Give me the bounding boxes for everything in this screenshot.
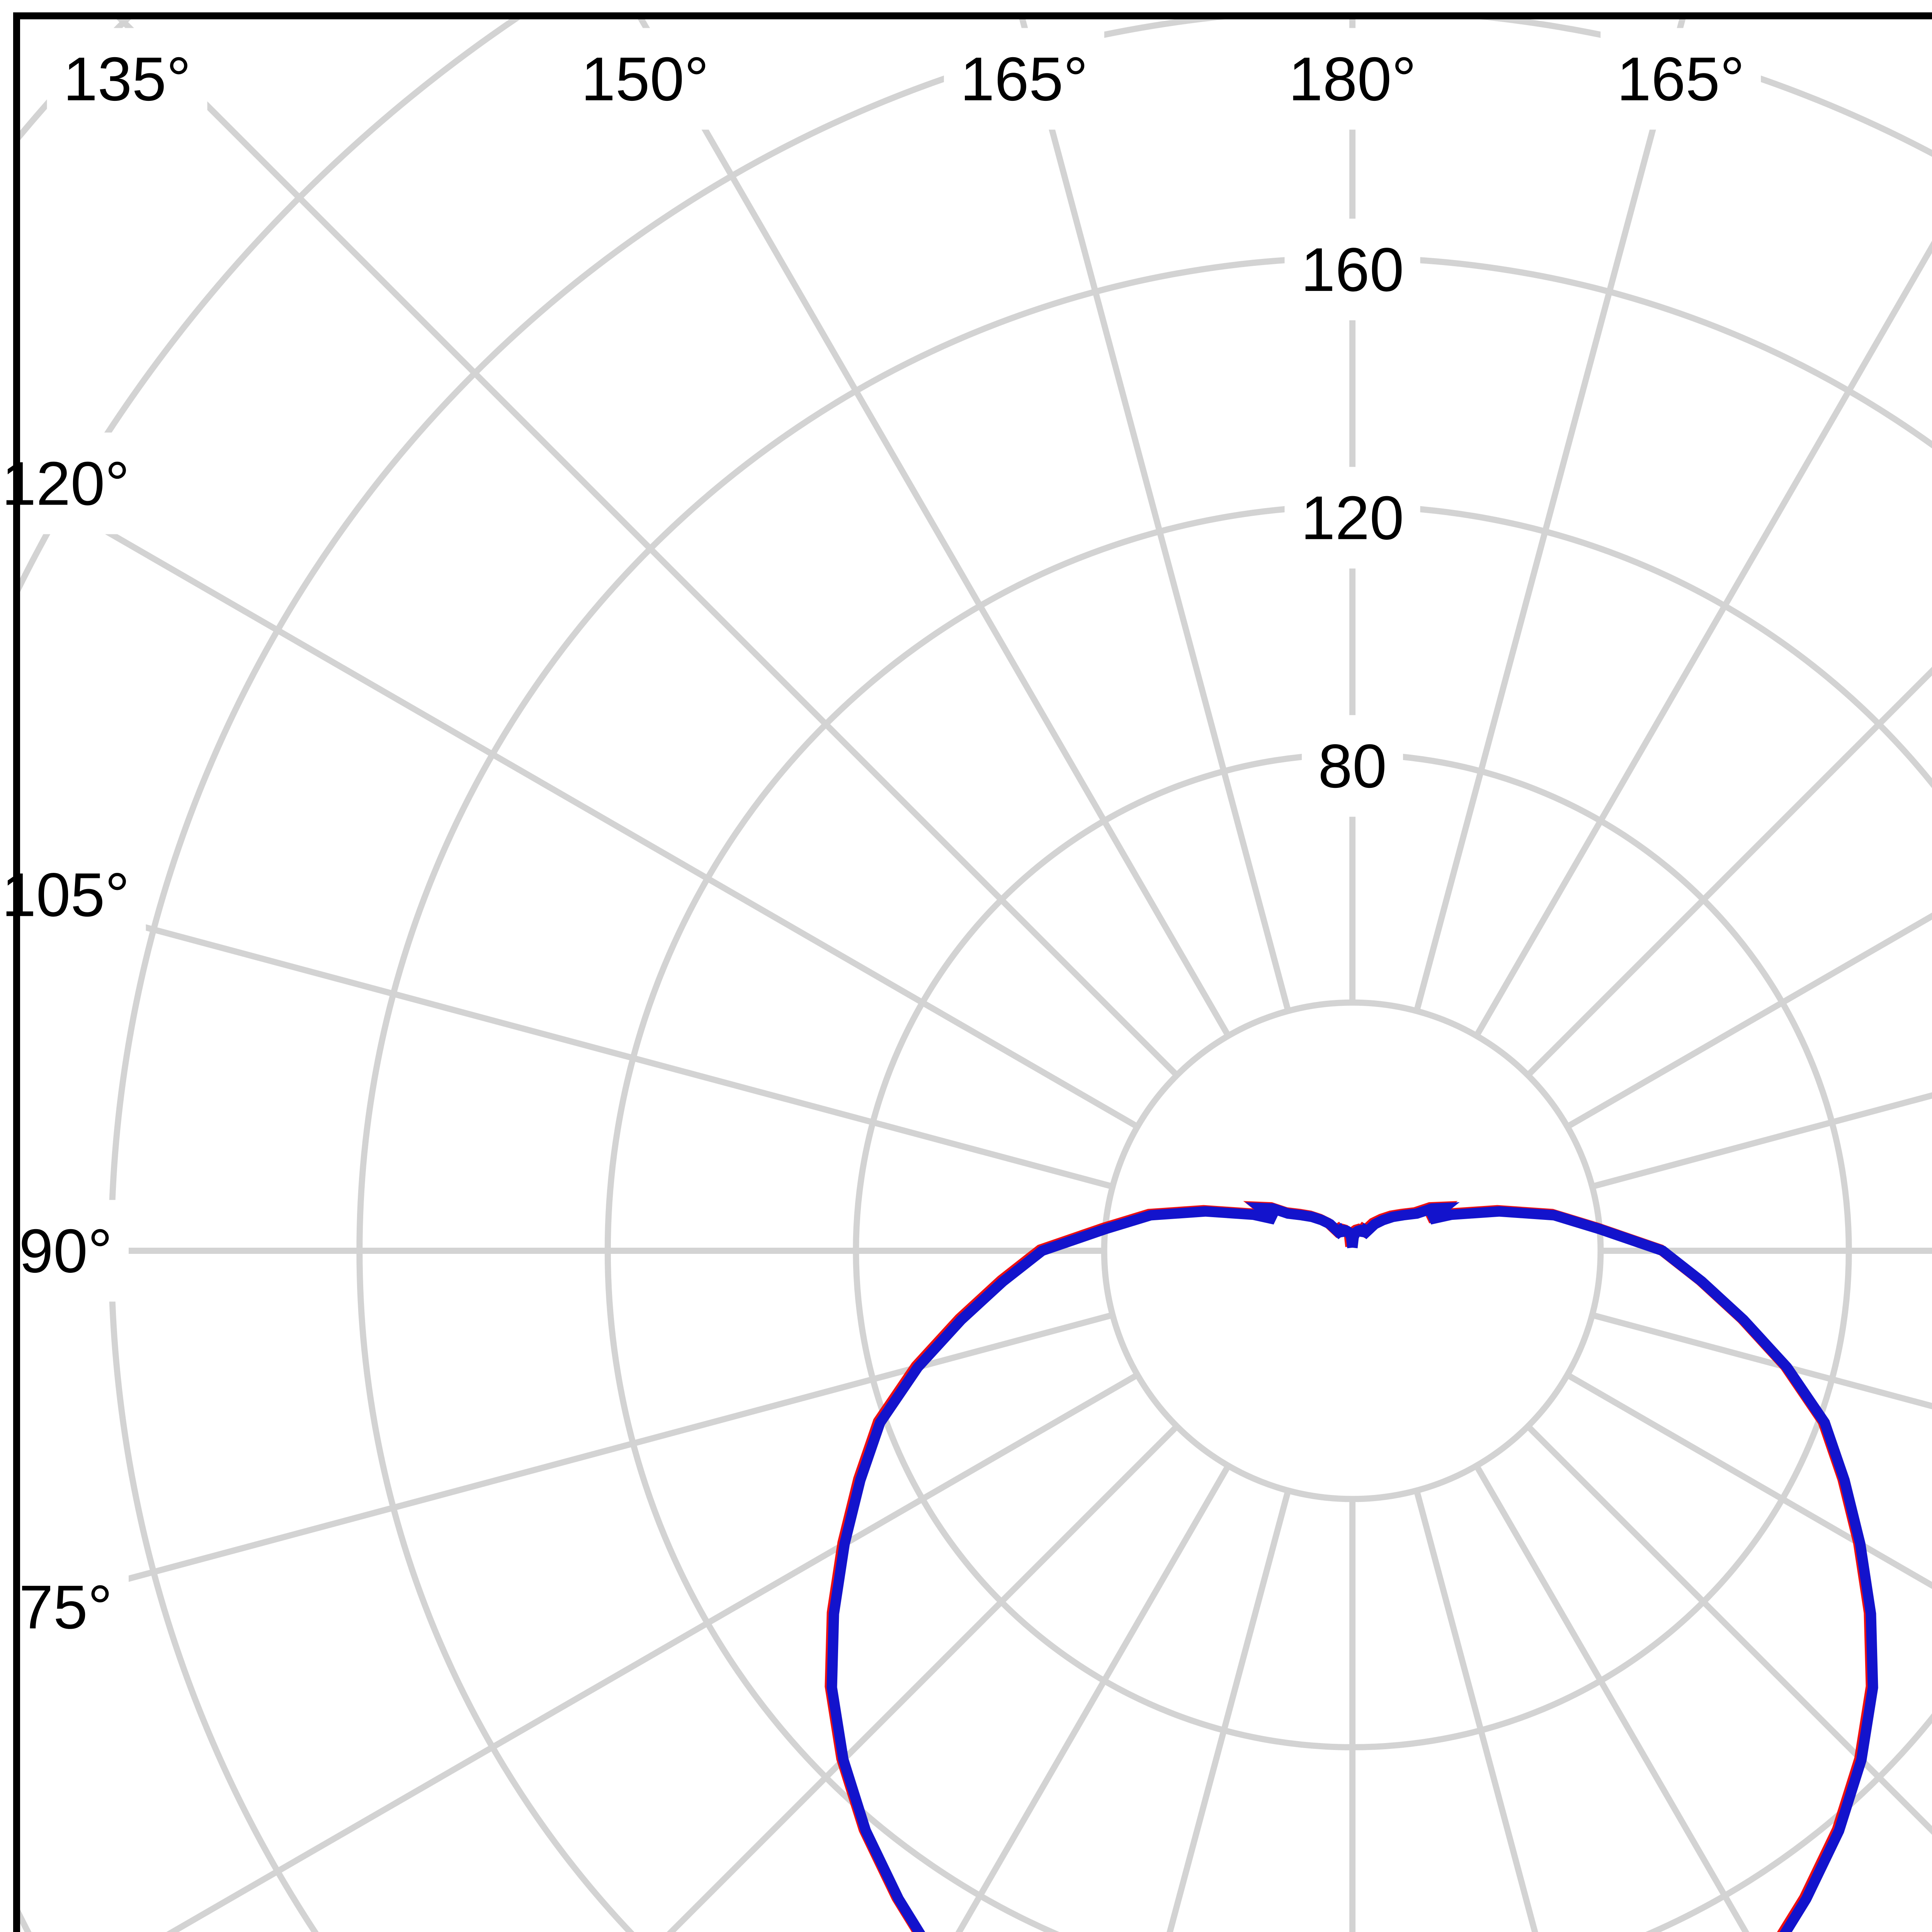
grid-ray-75 bbox=[1591, 1312, 1932, 1410]
ring-label-80: 80 bbox=[1318, 731, 1387, 801]
grid-ray-150 bbox=[1474, 240, 1932, 1037]
angle-label-105-left-halo bbox=[0, 844, 146, 946]
angle-label-150-left-halo bbox=[565, 28, 725, 130]
grid-ray-105 bbox=[1591, 1092, 1932, 1190]
ring-label-120-halo bbox=[1284, 467, 1420, 569]
grid-ray-330 bbox=[955, 1464, 1231, 1932]
grid-ray-345 bbox=[1167, 1490, 1291, 1932]
angle-label-165-left-halo bbox=[944, 28, 1104, 130]
grid-ray-240 bbox=[20, 478, 1139, 1129]
curve-c90-c270 bbox=[827, 1202, 1878, 1932]
grid-ray-120 bbox=[1566, 912, 1932, 1129]
intensity-curves bbox=[825, 1201, 1878, 1932]
angle-label-75-left: 75° bbox=[19, 1572, 112, 1641]
angle-label-90-left-halo bbox=[3, 1200, 129, 1302]
ring-label-80-halo bbox=[1302, 715, 1403, 817]
angle-label-165: 165° bbox=[1617, 44, 1745, 114]
grid-ray-315 bbox=[667, 1424, 1179, 1932]
grid-ray-195 bbox=[1019, 19, 1291, 1012]
plot-frame bbox=[13, 12, 1932, 1932]
angle-label-135-left-halo bbox=[47, 28, 207, 130]
angle-label-150-left: 150° bbox=[581, 44, 709, 114]
angle-label-180-halo bbox=[1272, 28, 1433, 130]
grid-labels: 165°150°135°120°105°90°75°60°45°30°15°0°… bbox=[2, 44, 1745, 1642]
grid-ray-300 bbox=[166, 1372, 1139, 1932]
ring-label-160: 160 bbox=[1301, 235, 1404, 304]
angle-label-165-left: 165° bbox=[960, 44, 1088, 114]
grid-ray-15 bbox=[1413, 1490, 1538, 1932]
grid-ray-285 bbox=[20, 1312, 1114, 1611]
grid-ray-165 bbox=[1413, 19, 1686, 1012]
angle-label-180: 180° bbox=[1289, 44, 1417, 114]
angle-label-135-left: 135° bbox=[63, 44, 191, 114]
grid-ray-255 bbox=[20, 890, 1114, 1190]
angle-label-75-left-halo bbox=[3, 1556, 129, 1658]
grid-ray-30 bbox=[1474, 1464, 1750, 1932]
angle-label-165-halo bbox=[1600, 28, 1761, 130]
label-halos bbox=[0, 28, 1761, 1658]
grid-ray-225 bbox=[116, 19, 1179, 1078]
angle-label-120-left-halo bbox=[0, 432, 146, 534]
grid-ray-210 bbox=[638, 19, 1231, 1037]
angle-label-120-left: 120° bbox=[2, 449, 130, 518]
grid-ray-45 bbox=[1526, 1424, 1932, 1835]
ring-label-120: 120 bbox=[1301, 483, 1404, 552]
angle-label-90-left: 90° bbox=[19, 1216, 112, 1286]
grid-ray-60 bbox=[1566, 1372, 1932, 1589]
ring-label-160-halo bbox=[1284, 218, 1420, 320]
angle-label-105-left: 105° bbox=[2, 860, 130, 929]
grid-ray-135 bbox=[1526, 667, 1932, 1078]
